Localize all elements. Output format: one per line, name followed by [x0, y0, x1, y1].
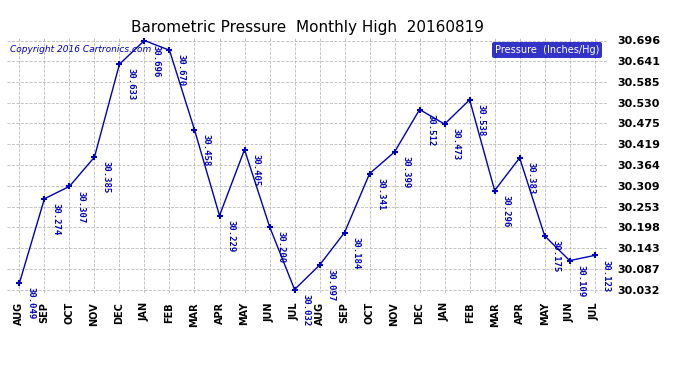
Text: 30.512: 30.512	[426, 114, 435, 146]
Text: 30.049: 30.049	[26, 287, 35, 320]
Text: 30.097: 30.097	[326, 269, 335, 302]
Text: 30.175: 30.175	[551, 240, 560, 272]
Text: 30.123: 30.123	[602, 260, 611, 292]
Text: 30.307: 30.307	[77, 190, 86, 223]
Text: 30.538: 30.538	[477, 104, 486, 136]
Text: Copyright 2016 Cartronics.com: Copyright 2016 Cartronics.com	[10, 45, 151, 54]
Text: 30.405: 30.405	[251, 154, 260, 186]
Text: 30.341: 30.341	[377, 178, 386, 210]
Title: Barometric Pressure  Monthly High  20160819: Barometric Pressure Monthly High 2016081…	[130, 20, 484, 35]
Text: 30.696: 30.696	[151, 45, 160, 77]
Text: 30.296: 30.296	[502, 195, 511, 227]
Text: 30.385: 30.385	[101, 161, 110, 194]
Text: 30.458: 30.458	[201, 134, 210, 166]
Text: 30.200: 30.200	[277, 231, 286, 263]
Text: 30.032: 30.032	[302, 294, 310, 326]
Text: 30.184: 30.184	[351, 237, 360, 269]
Text: 30.473: 30.473	[451, 128, 460, 160]
Text: 30.670: 30.670	[177, 54, 186, 87]
Text: 30.633: 30.633	[126, 68, 135, 100]
Text: 30.383: 30.383	[526, 162, 535, 194]
Legend: Pressure  (Inches/Hg): Pressure (Inches/Hg)	[492, 42, 602, 58]
Text: 30.229: 30.229	[226, 220, 235, 252]
Text: 30.109: 30.109	[577, 265, 586, 297]
Text: 30.399: 30.399	[402, 156, 411, 188]
Text: 30.274: 30.274	[51, 203, 60, 235]
